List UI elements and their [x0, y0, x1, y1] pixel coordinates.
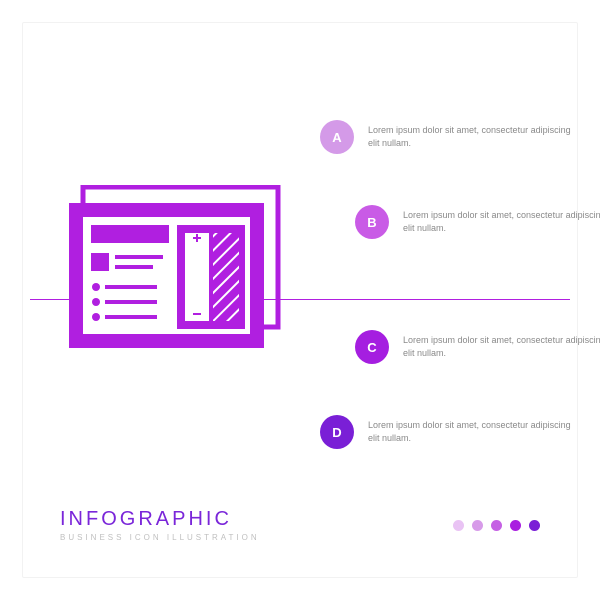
blueprint-svg: [65, 185, 285, 360]
footer: INFOGRAPHIC BUSINESS ICON ILLUSTRATION: [60, 508, 540, 542]
blueprint-icon: [65, 185, 285, 360]
step-text-c: Lorem ipsum dolor sit amet, consectetur …: [403, 334, 600, 360]
step-d: D Lorem ipsum dolor sit amet, consectetur…: [320, 415, 580, 449]
step-c: C Lorem ipsum dolor sit amet, consectetur…: [355, 330, 600, 364]
footer-dot-1: [453, 520, 464, 531]
step-badge-a: A: [320, 120, 354, 154]
step-badge-b: B: [355, 205, 389, 239]
step-text-b: Lorem ipsum dolor sit amet, consectetur …: [403, 209, 600, 235]
footer-dots: [453, 520, 540, 531]
footer-dot-5: [529, 520, 540, 531]
footer-dot-4: [510, 520, 521, 531]
step-b: B Lorem ipsum dolor sit amet, consectetur…: [355, 205, 600, 239]
footer-dot-2: [472, 520, 483, 531]
step-text-a: Lorem ipsum dolor sit amet, consectetur …: [368, 124, 580, 150]
step-badge-d: D: [320, 415, 354, 449]
footer-subtitle: BUSINESS ICON ILLUSTRATION: [60, 533, 260, 542]
footer-dot-3: [491, 520, 502, 531]
footer-left: INFOGRAPHIC BUSINESS ICON ILLUSTRATION: [60, 508, 260, 542]
step-text-d: Lorem ipsum dolor sit amet, consectetur …: [368, 419, 580, 445]
infographic-canvas: A Lorem ipsum dolor sit amet, consectetur…: [0, 0, 600, 600]
step-a: A Lorem ipsum dolor sit amet, consectetur…: [320, 120, 580, 154]
footer-title: INFOGRAPHIC: [60, 508, 260, 531]
step-badge-c: C: [355, 330, 389, 364]
